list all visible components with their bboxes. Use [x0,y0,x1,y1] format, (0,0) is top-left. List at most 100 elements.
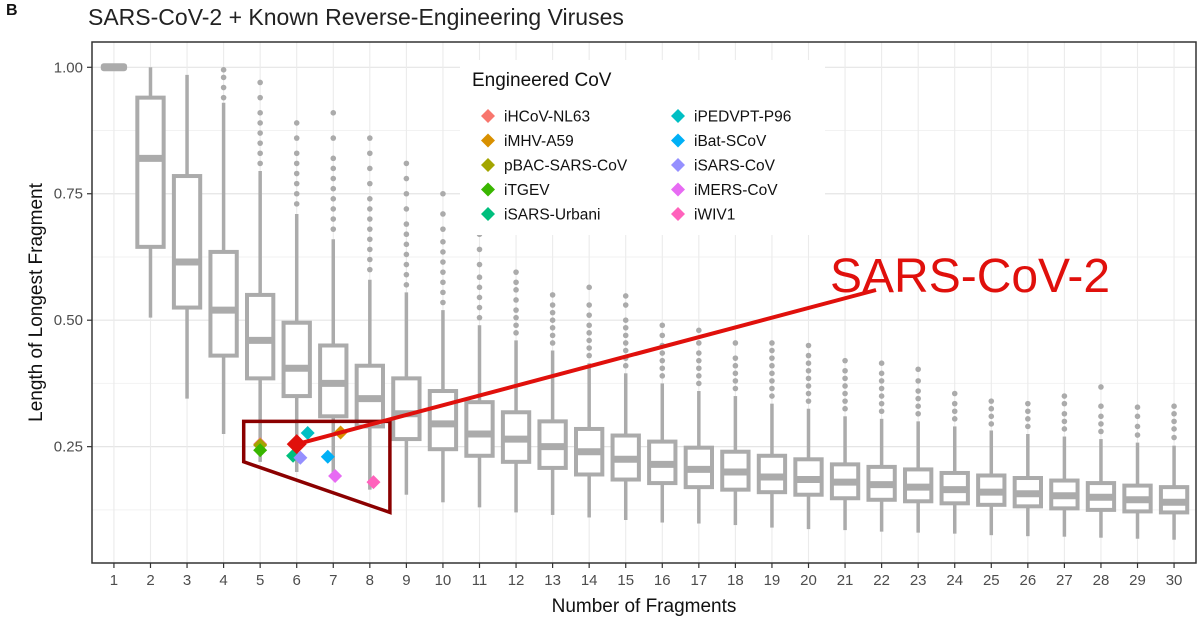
outlier-point [878,408,885,415]
box-category-11 [464,216,495,508]
outlier-point [769,393,775,399]
x-tick-label: 16 [654,572,671,589]
legend-label: iSARS-CoV [694,158,776,175]
legend-diamond-icon [671,109,685,123]
outlier-point [549,324,556,331]
outlier-point [586,330,592,336]
legend-diamond-icon [671,182,685,197]
outlier-point [696,357,702,364]
box-category-15 [610,293,641,521]
outlier-point [403,221,410,227]
outlier-point [1061,418,1068,425]
outlier-point [367,165,373,172]
outlier-point [513,269,519,275]
panel-label: B [6,2,18,19]
legend-label: iWIV1 [694,207,735,224]
outlier-point [403,175,410,182]
outlier-point [257,140,263,146]
outlier-point [549,317,556,324]
outlier-point [367,150,373,157]
outlier-point [367,135,373,141]
outlier-point [732,385,739,392]
outlier-point [367,256,373,263]
outlier-point [513,279,519,286]
x-tick-label: 8 [366,572,374,589]
outlier-point [769,355,775,361]
box-category-17 [683,327,714,524]
box-category-30 [1158,403,1190,540]
outlier-point [367,226,373,232]
outlier-point [513,307,519,313]
legend-label: iHCoV-NL63 [504,109,590,126]
outlier-point [951,390,958,397]
box-flat [100,63,128,72]
x-tick-label: 13 [544,572,561,589]
outlier-point [915,378,921,384]
outlier-point [513,287,519,293]
legend-background [460,60,825,235]
outlier-point [622,302,629,308]
outlier-point [951,416,958,422]
outlier-point [878,378,885,384]
boxes-layer [100,63,1190,540]
outlier-point [367,236,373,243]
outlier-point [696,350,702,356]
x-tick-label: 11 [472,572,488,589]
legend-diamond-icon [671,207,685,221]
box-iqr [281,320,312,399]
outlier-point [293,170,300,177]
y-tick-label: 0.25 [54,439,83,456]
outlier-point [293,135,300,141]
outlier-point [951,400,958,407]
outlier-point [220,84,227,91]
outlier-point [403,206,410,212]
x-tick-label: 25 [983,572,1000,589]
outlier-point [769,385,775,392]
outlier-point [257,110,263,116]
outlier-point [1098,413,1104,420]
x-tick-label: 27 [1056,572,1073,589]
outlier-point [440,269,446,275]
box-category-20 [793,342,824,530]
outlier-point [1171,434,1177,441]
legend-diamond-icon [671,158,685,172]
outlier-point [257,160,263,167]
outlier-point [513,330,519,336]
outlier-point [1025,408,1031,415]
outlier-point [476,284,483,291]
point-iwiv1 [366,475,381,490]
x-tick-label: 20 [800,572,817,589]
outlier-point [330,165,337,172]
outlier-point [1098,403,1104,409]
x-tick-label: 2 [146,572,154,589]
outlier-point [988,421,995,427]
legend-diamond-icon [481,133,495,148]
x-tick-label: 4 [219,572,227,589]
x-tick-label: 3 [183,572,191,589]
legend-item-imhv-a59: iMHV-A59 [481,133,574,150]
outlier-point [367,216,373,222]
point-sars-cov-2 [286,434,307,455]
outlier-point [1171,410,1177,417]
outlier-point [257,150,263,157]
box-iqr [464,400,495,458]
outlier-point [878,370,885,377]
x-tick-label: 12 [508,572,525,589]
outlier-point [1061,426,1068,432]
outlier-point [805,360,812,366]
box-category-2 [135,67,166,318]
outlier-point [659,373,666,379]
point-imers-cov [328,468,343,483]
outlier-point [915,366,921,373]
x-tick-label: 19 [764,572,781,589]
outlier-point [842,398,848,404]
annotation-layer: SARS-CoV-2 [286,250,1110,455]
x-tick-label: 30 [1166,572,1183,589]
outlier-point [257,79,263,86]
box-category-1 [100,63,128,72]
outlier-point [1098,384,1104,390]
outlier-point [440,279,446,286]
legend-diamond-icon [481,158,495,172]
box-category-14 [574,284,605,518]
box-category-12 [500,269,532,513]
